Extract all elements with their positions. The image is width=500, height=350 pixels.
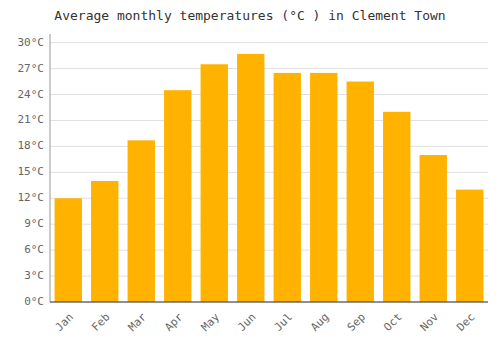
x-tick-label: Nov (418, 310, 442, 334)
y-tick-label: 30°C (18, 36, 45, 49)
x-tick-label: Jun (235, 311, 258, 334)
chart: 0°C 3°C 6°C 9°C 12°C 15°C 18°C 21°C 24°C 27°C 30°C… (0, 0, 500, 350)
grid-line (50, 146, 488, 147)
chart-container: 0°C 3°C 6°C 9°C 12°C 15°C 18°C 21°C 24°C 27°C 30°C… (0, 0, 500, 350)
x-tick-label: Jul (272, 311, 295, 334)
bar (383, 112, 410, 302)
bar (128, 140, 155, 302)
bar (420, 155, 447, 302)
grid-line (50, 42, 488, 43)
grid-line (50, 120, 488, 121)
x-tick-label: Feb (89, 311, 112, 334)
x-tick-label: Apr (162, 310, 186, 334)
y-tick-label: 3°C (24, 269, 44, 282)
grid (50, 43, 488, 302)
grid-line (50, 302, 488, 303)
bar (164, 90, 191, 302)
x-tick-label: May (199, 310, 223, 334)
grid-line (50, 94, 488, 95)
y-axis: 0°C 3°C 6°C 9°C 12°C 15°C 18°C 21°C 24°C 27°C 30°C (18, 34, 51, 308)
x-axis-line (50, 302, 488, 303)
y-tick-label: 27°C (18, 62, 45, 75)
y-tick-label: 6°C (24, 243, 44, 256)
x-tick-label: Dec (454, 311, 477, 334)
x-tick-label: Aug (308, 311, 331, 334)
bars (55, 54, 484, 302)
y-tick-label: 0°C (24, 295, 44, 308)
bar (91, 181, 118, 302)
y-tick-label: 24°C (18, 88, 45, 101)
bar (55, 198, 82, 302)
y-axis-line (50, 34, 51, 302)
bar (456, 190, 483, 302)
bar (347, 82, 374, 302)
bar (310, 73, 337, 302)
y-tick-label: 9°C (24, 217, 44, 230)
title: Average monthly temperatures (°C ) in Cl… (54, 8, 445, 23)
x-tick-label: Sep (345, 311, 368, 334)
bar (237, 54, 264, 302)
x-axis: Jan Feb Mar Apr May Jun Jul Aug Sep Oct Nov Dec (50, 302, 488, 334)
grid-line (50, 68, 488, 69)
y-tick-label: 15°C (18, 165, 45, 178)
x-tick-label: Oct (381, 311, 404, 334)
x-tick-label: Jan (53, 311, 76, 334)
y-tick-label: 21°C (18, 113, 45, 126)
bar (201, 64, 228, 302)
y-tick-label: 18°C (18, 139, 45, 152)
bar (274, 73, 301, 302)
y-tick-label: 12°C (18, 191, 45, 204)
x-tick-label: Mar (126, 310, 150, 334)
